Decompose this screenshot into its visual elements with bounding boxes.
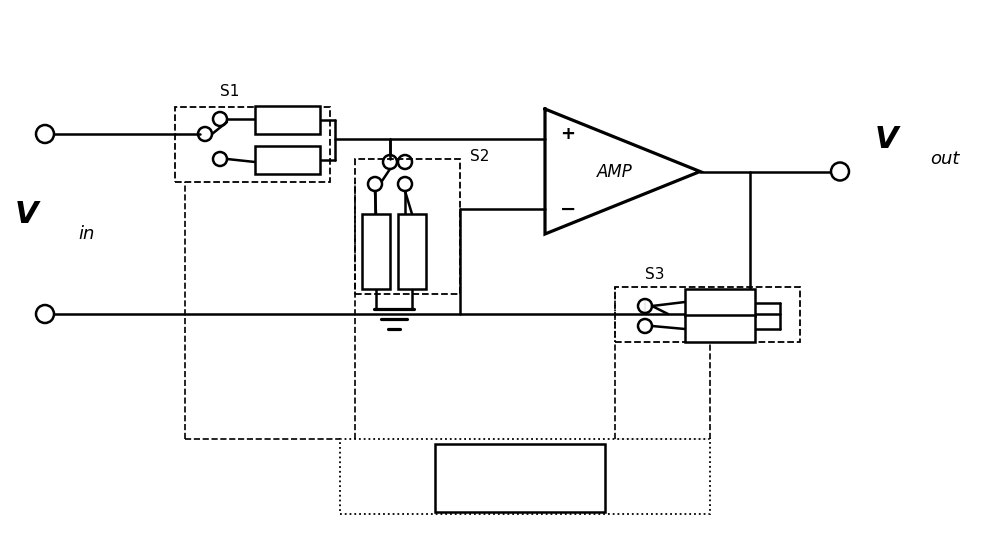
Text: MCU: MCU — [498, 468, 542, 487]
Text: R4: R4 — [711, 322, 729, 336]
Text: R2: R2 — [369, 242, 383, 261]
Text: in: in — [78, 225, 94, 243]
Text: S2: S2 — [470, 149, 489, 164]
Text: −: − — [560, 200, 576, 219]
Text: AMP: AMP — [597, 163, 633, 181]
Text: V: V — [875, 125, 899, 153]
Text: out: out — [930, 150, 959, 168]
Bar — [615, 287, 800, 342]
FancyBboxPatch shape — [435, 444, 605, 512]
Text: R3: R3 — [711, 295, 729, 310]
FancyBboxPatch shape — [255, 146, 320, 174]
Bar — [340, 439, 710, 514]
FancyBboxPatch shape — [362, 214, 390, 289]
FancyBboxPatch shape — [685, 315, 755, 342]
Bar — [355, 159, 460, 294]
FancyBboxPatch shape — [685, 289, 755, 316]
FancyBboxPatch shape — [255, 106, 320, 134]
Text: +: + — [560, 125, 575, 143]
Bar — [175, 107, 330, 182]
Text: S1: S1 — [220, 84, 240, 99]
Text: S3: S3 — [645, 267, 665, 282]
Text: V: V — [15, 200, 39, 228]
Text: r2: r2 — [280, 153, 295, 167]
Text: r1: r1 — [280, 113, 295, 127]
FancyBboxPatch shape — [398, 214, 426, 289]
Text: R1: R1 — [405, 242, 419, 261]
